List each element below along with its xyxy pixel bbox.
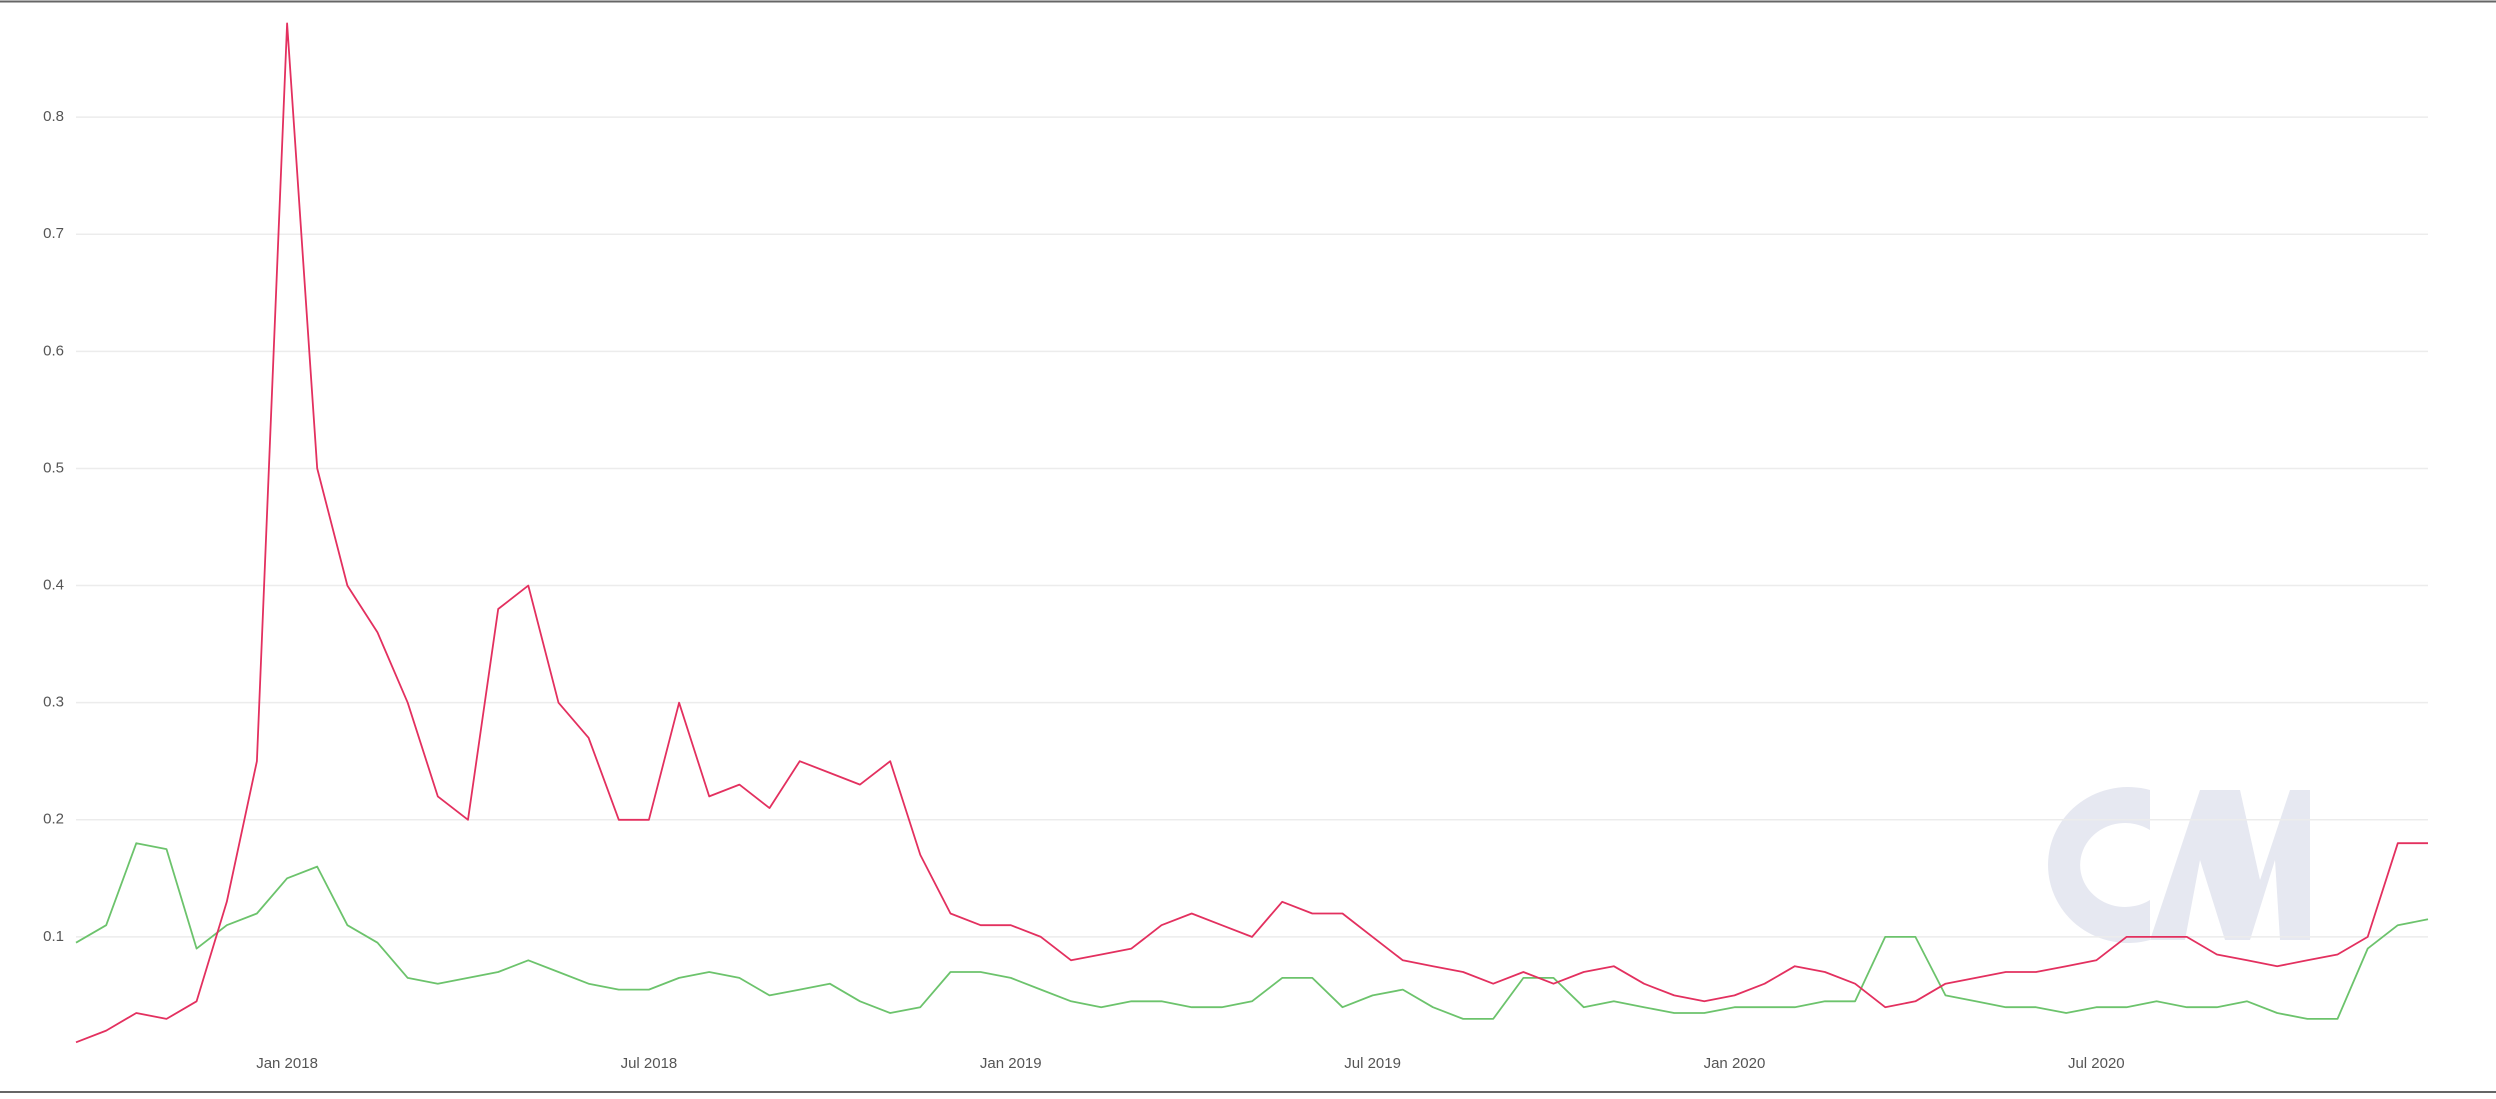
y-tick-label: 0.8 (43, 108, 64, 125)
y-tick-label: 0.5 (43, 459, 64, 476)
y-tick-label: 0.2 (43, 811, 64, 828)
x-tick-label: Jan 2019 (980, 1055, 1042, 1072)
y-tick-label: 0.1 (43, 928, 64, 945)
series-line (75, 22, 2428, 1044)
x-tick-label: Jan 2020 (1704, 1055, 1766, 1072)
y-tick-label: 0.4 (43, 577, 64, 594)
y-tick-label: 0.6 (43, 342, 64, 359)
series-line (75, 842, 2429, 1020)
y-tick-label: 0.3 (43, 694, 64, 711)
x-tick-label: Jul 2018 (621, 1055, 678, 1072)
y-tick-label: 0.7 (43, 225, 64, 242)
x-tick-label: Jul 2019 (1344, 1055, 1401, 1072)
watermark (2048, 787, 2310, 944)
x-tick-label: Jul 2020 (2068, 1055, 2125, 1072)
x-tick-label: Jan 2018 (256, 1055, 318, 1072)
